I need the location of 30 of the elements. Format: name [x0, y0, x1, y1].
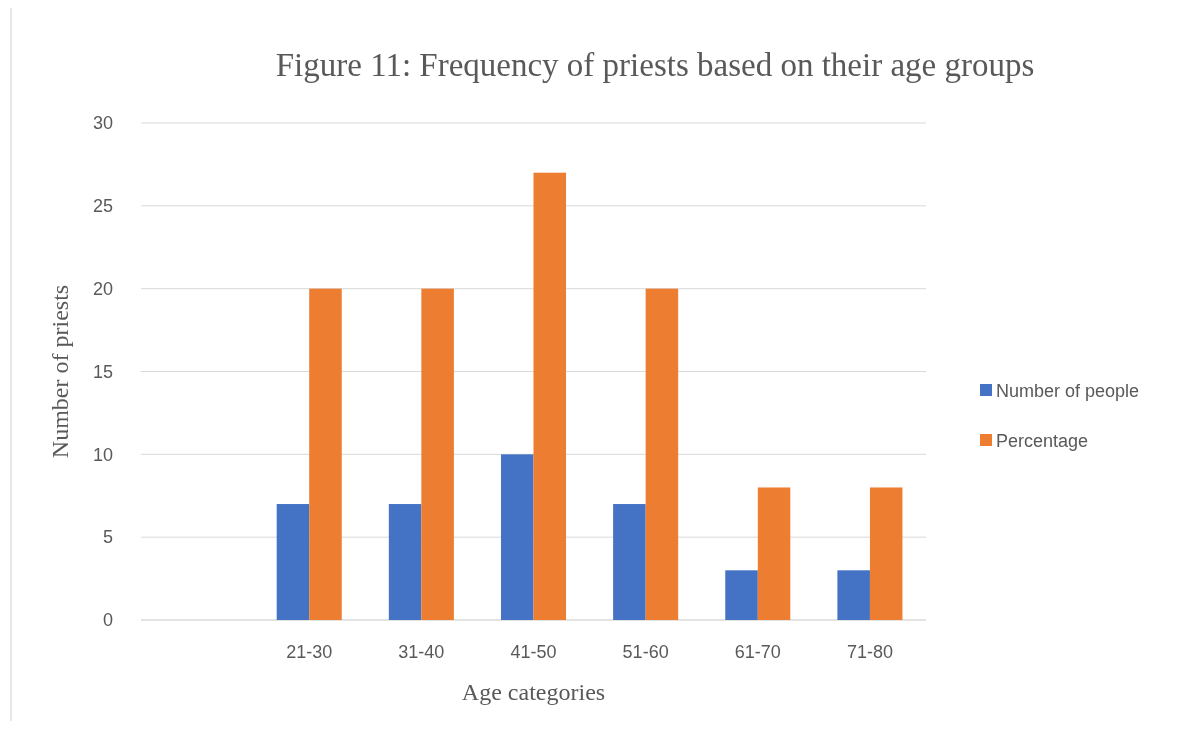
bar: [869, 487, 903, 620]
x-axis-title: Age categories: [461, 679, 606, 705]
bar: [533, 172, 567, 620]
x-tick-label: 71-80: [846, 642, 893, 662]
x-tick-label: 51-60: [622, 642, 669, 662]
bar: [613, 504, 646, 620]
bar: [645, 288, 679, 620]
x-tick-label: 61-70: [734, 642, 781, 662]
y-tick-label: 15: [92, 361, 113, 382]
bar: [388, 504, 422, 620]
y-tick-label: 10: [92, 444, 113, 465]
y-tick-label: 5: [102, 527, 113, 548]
chart-title: Figure 11: Frequency of priests based on their age groups: [275, 47, 1035, 83]
legend-label: Percentage: [996, 431, 1089, 452]
y-tick-label: 30: [92, 113, 113, 134]
bar: [276, 504, 310, 620]
bar: [757, 487, 791, 620]
x-tick-label: 41-50: [510, 642, 557, 662]
bar: [421, 288, 454, 620]
bar: [725, 570, 758, 620]
bar: [500, 454, 534, 620]
x-tick-label: 31-40: [398, 642, 445, 662]
bar: [309, 288, 342, 620]
y-tick-label: 0: [102, 610, 113, 631]
y-tick-label: 20: [92, 278, 113, 299]
x-tick-label: 21-30: [286, 642, 333, 662]
bar: [837, 570, 870, 620]
legend-label: Number of people: [996, 381, 1140, 402]
y-axis-title: Number of priests: [47, 284, 73, 459]
y-tick-label: 25: [92, 196, 113, 217]
